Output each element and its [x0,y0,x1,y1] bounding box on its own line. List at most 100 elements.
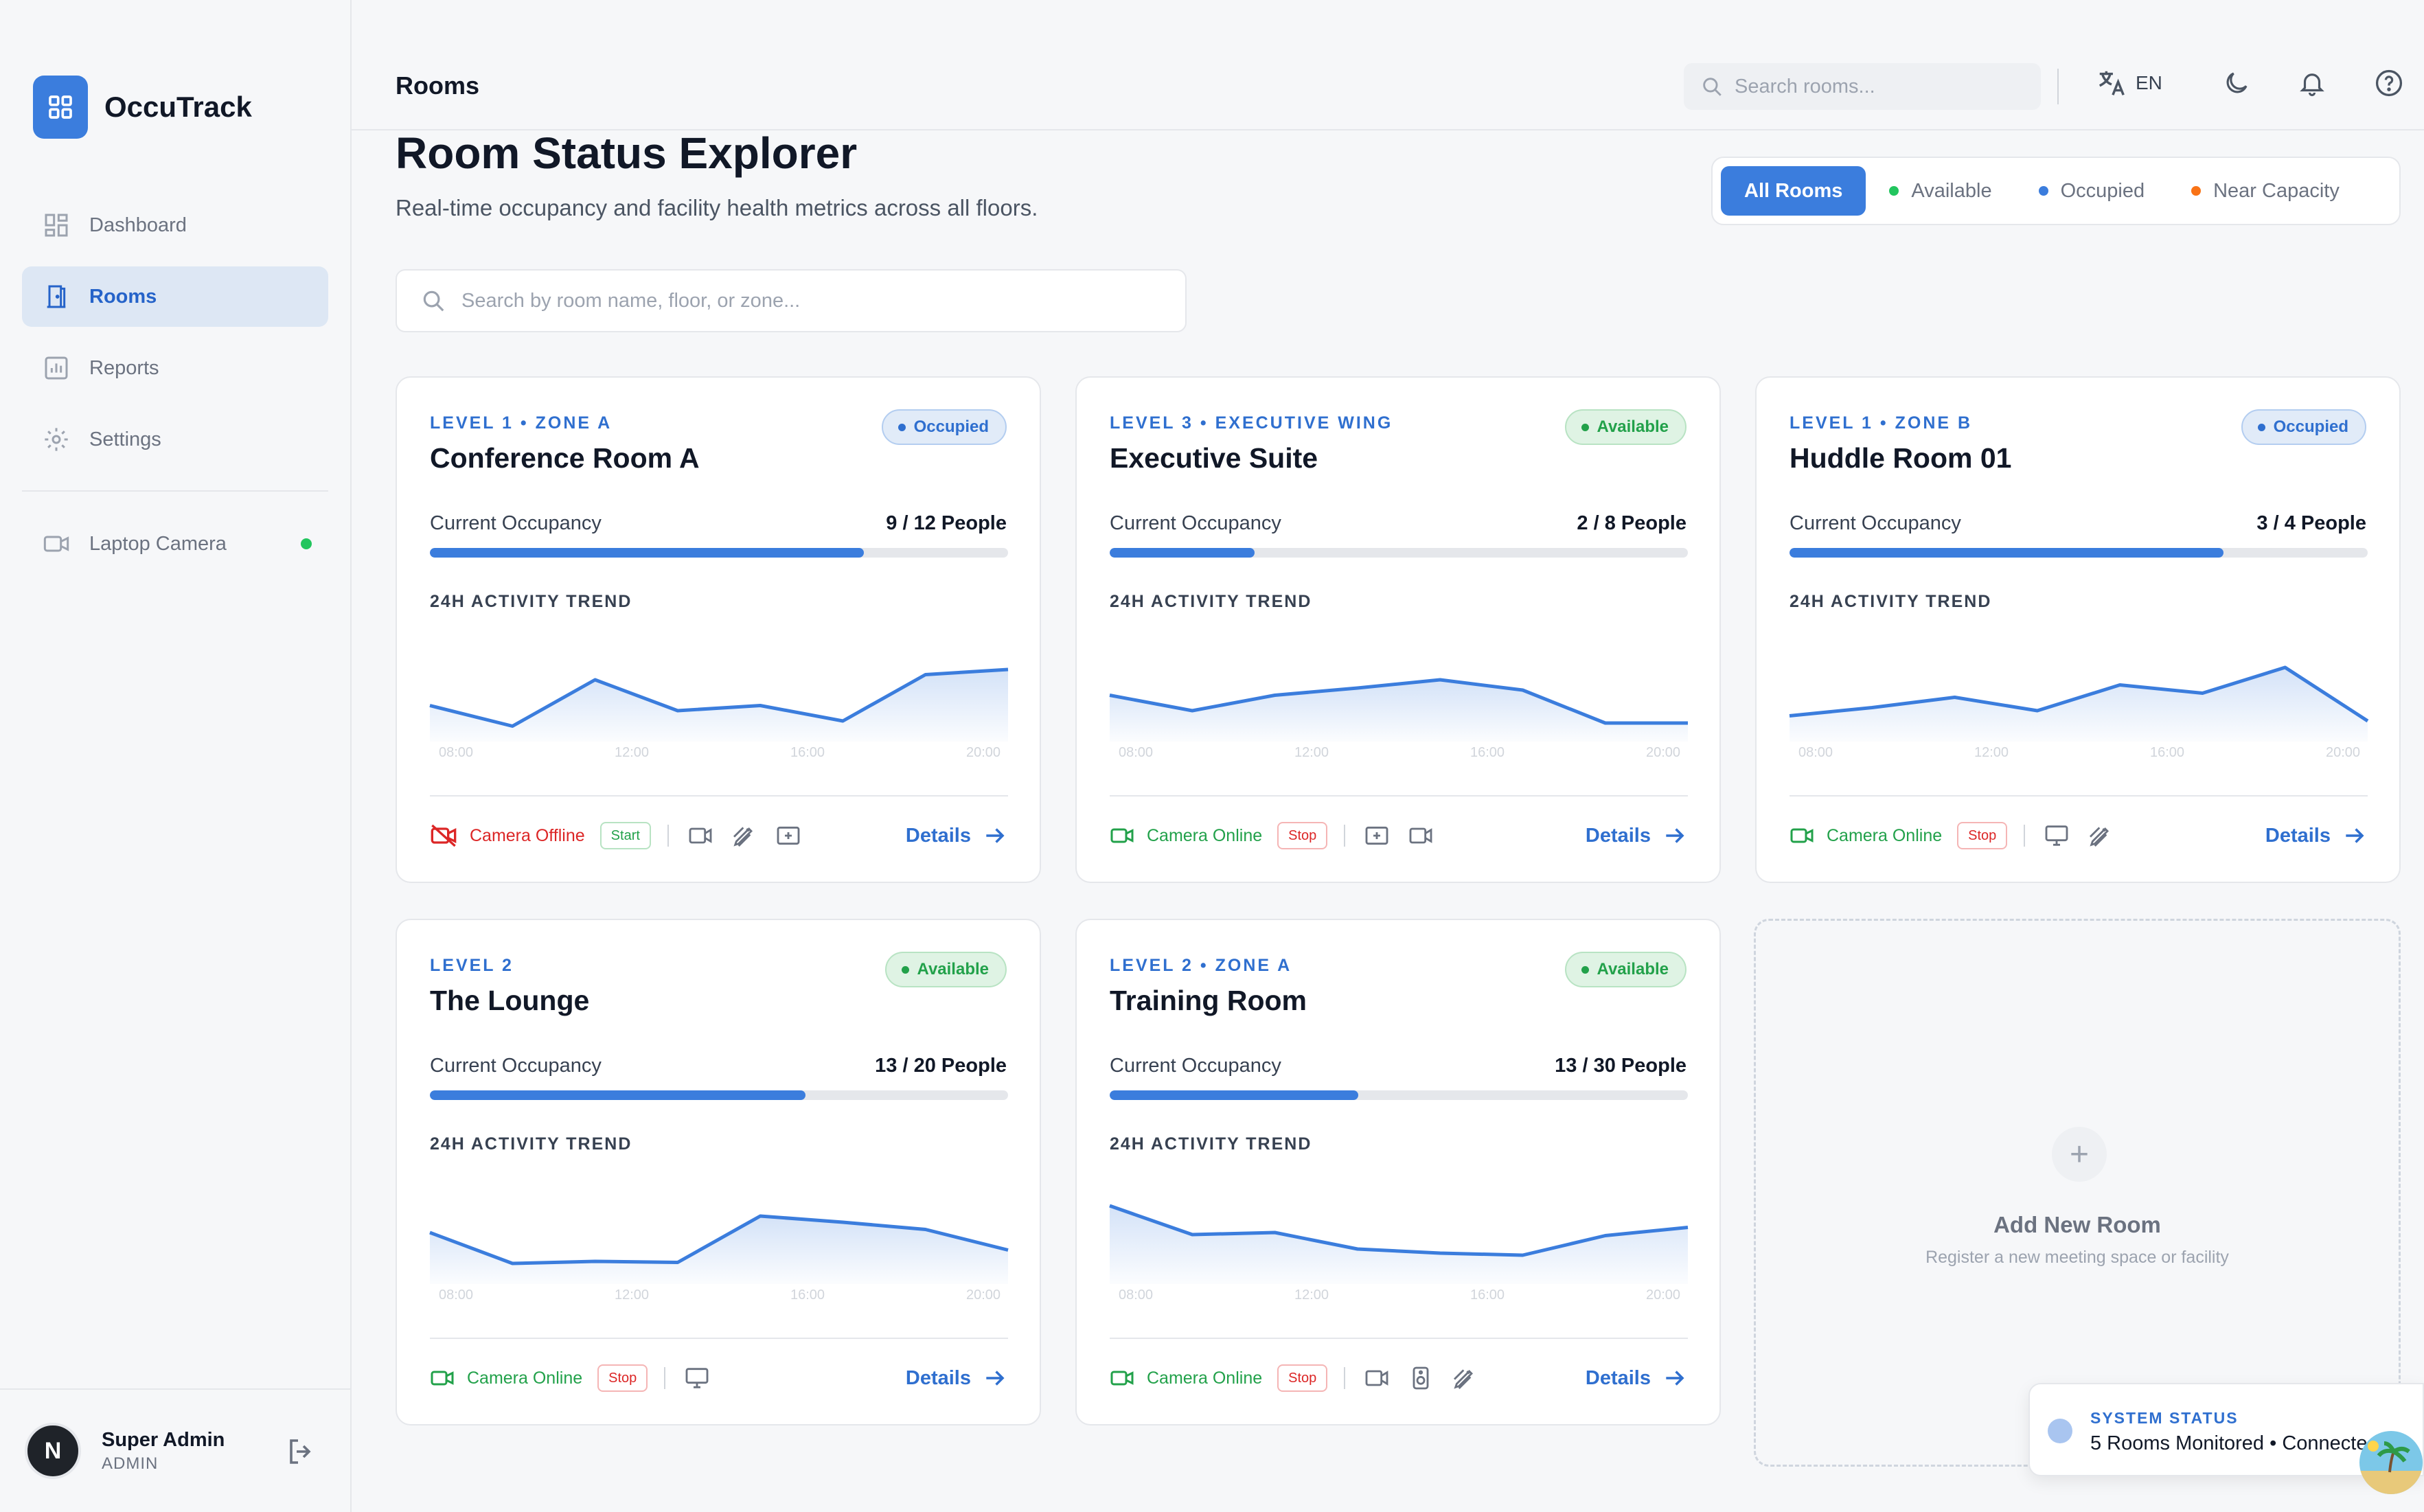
video-camera-icon [1110,823,1147,848]
details-button[interactable]: Details [2265,823,2368,849]
avatar[interactable]: N [25,1423,81,1479]
occupancy-bar [1790,548,2368,558]
activity-trend-chart: 08:00 12:00 16:00 20:00 [1109,678,1688,760]
room-location: LEVEL 3 • EXECUTIVE WING [1110,413,1393,433]
card-divider [1790,795,2368,797]
speaker-icon[interactable] [1406,1363,1436,1393]
camera-status: Camera Online [1790,823,1942,848]
brand[interactable]: OccuTrack [33,76,252,139]
whiteboard-icon[interactable] [2085,821,2116,851]
occupancy-bar-fill [430,1090,806,1100]
status-label: Available [917,960,990,978]
details-label: Details [2265,824,2331,847]
monitor-icon[interactable] [682,1363,712,1393]
room-card[interactable]: LEVEL 2 The Lounge Available Current Occ… [396,919,1041,1425]
plus-screen-icon[interactable] [773,821,803,851]
card-divider [1110,795,1688,797]
card-footer: Camera Offline Start Details [430,814,1008,857]
status-dot [2038,186,2048,196]
room-name: Conference Room A [430,442,700,474]
trend-line [1109,678,1688,725]
trend-label: 24H ACTIVITY TREND [430,1134,632,1154]
details-button[interactable]: Details [1586,823,1688,849]
trend-tick-label: 08:00 [1119,1287,1153,1303]
language-button[interactable]: EN [2096,67,2162,99]
details-button[interactable]: Details [906,1365,1008,1391]
trend-tick-label: 12:00 [1974,745,2009,760]
occupancy-bar-fill [430,548,864,558]
status-dot [1581,965,1589,974]
dark-mode-icon[interactable] [2219,66,2254,100]
trend-area [1110,1206,1688,1284]
sidebar-item-rooms[interactable]: Rooms [22,266,328,327]
occupancy-value: 13 / 30 People [1555,1055,1686,1077]
trend-label: 24H ACTIVITY TREND [430,592,632,611]
status-badge: Occupied [2241,409,2366,445]
bell-icon[interactable] [2295,66,2329,100]
details-button[interactable]: Details [1586,1365,1688,1391]
sidebar-item-reports[interactable]: Reports [22,338,328,398]
camera-toggle-button[interactable]: Stop [1957,822,2008,849]
global-search-input[interactable] [1735,75,2023,98]
user-role: ADMIN [102,1454,159,1473]
room-location: LEVEL 2 [430,956,514,975]
monitor-icon[interactable] [2042,821,2072,851]
room-search-input[interactable] [461,289,1148,312]
whiteboard-icon[interactable] [729,821,759,851]
sidebar-item-laptop-camera[interactable]: Laptop Camera [22,514,328,574]
trend-tick-label: 08:00 [1798,745,1833,760]
trend-line [429,667,1009,728]
logout-icon[interactable] [284,1435,317,1468]
dashboard-icon [41,210,71,240]
activity-trend-chart: 08:00 12:00 16:00 20:00 [429,667,1009,760]
room-name: Training Room [1110,985,1307,1016]
camera-toggle-button[interactable]: Stop [1277,1364,1328,1392]
global-search[interactable] [1684,63,2041,110]
status-dot [2257,423,2265,431]
camera-toggle-button[interactable]: Stop [597,1364,648,1392]
filter-label: Occupied [2060,179,2145,202]
camera-toggle-button[interactable]: Start [599,822,651,849]
camera-icon[interactable] [1406,821,1436,851]
occupancy-bar-fill [1790,548,2223,558]
room-location: LEVEL 1 • ZONE A [430,413,613,433]
filter-all-rooms[interactable]: All Rooms [1721,166,1866,216]
arrow-right-icon [986,828,1005,843]
room-card[interactable]: LEVEL 3 • EXECUTIVE WING Executive Suite… [1075,376,1721,883]
room-card[interactable]: LEVEL 2 • ZONE A Training Room Available… [1075,919,1721,1425]
help-icon[interactable] [2372,66,2406,100]
camera-status: Camera Online [1110,823,1262,848]
status-dot [1581,423,1589,431]
video-camera-icon [1110,1366,1147,1390]
filter-occupied[interactable]: Occupied [2015,166,2169,216]
filter-available[interactable]: Available [1866,166,2015,216]
plus-screen-icon[interactable] [1362,821,1392,851]
occupancy-label: Current Occupancy [1790,512,1961,534]
status-dot [2191,186,2202,196]
trend-area [430,1216,1008,1284]
trend-tick-label: 16:00 [790,1287,825,1303]
sidebar-item-settings[interactable]: Settings [22,409,328,470]
trend-label: 24H ACTIVITY TREND [1110,1134,1312,1154]
filter-near-capacity[interactable]: Near Capacity [2168,166,2363,216]
sidebar-item-dashboard[interactable]: Dashboard [22,195,328,255]
add-room-card[interactable]: + Add New Room Register a new meeting sp… [1754,919,2401,1467]
camera-icon[interactable] [685,821,716,851]
filter-label: Near Capacity [2213,179,2340,202]
trend-label: 24H ACTIVITY TREND [1110,592,1312,611]
page-title: Room Status Explorer [396,128,858,178]
details-label: Details [1585,1366,1651,1389]
camera-status: Camera Online [1110,1366,1262,1390]
camera-toggle-button[interactable]: Stop [1277,822,1328,849]
whiteboard-icon[interactable] [1450,1363,1480,1393]
room-card[interactable]: LEVEL 1 • ZONE B Huddle Room 01 Occupied… [1755,376,2401,883]
details-button[interactable]: Details [906,823,1008,849]
assistant-avatar[interactable] [2359,1431,2423,1494]
camera-status-label: Camera Online [467,1368,583,1388]
translate-icon [2099,71,2125,95]
trend-tick-label: 16:00 [1470,1287,1505,1303]
room-search[interactable] [396,269,1187,332]
camera-icon[interactable] [1362,1363,1392,1393]
room-card[interactable]: LEVEL 1 • ZONE A Conference Room A Occup… [396,376,1041,883]
app-name: OccuTrack [104,91,252,123]
